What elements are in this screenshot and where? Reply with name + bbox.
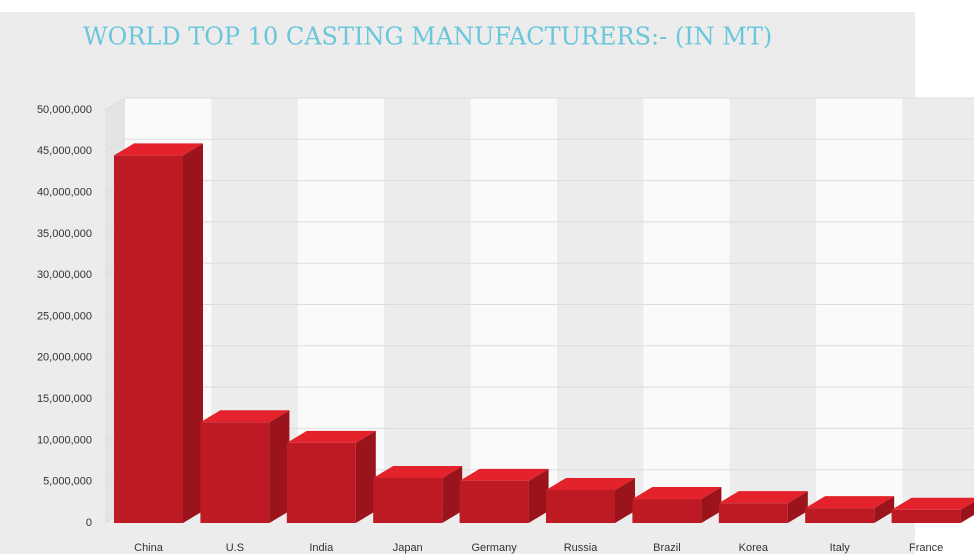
y-tick-label: 40,000,000 <box>37 187 92 199</box>
bar <box>286 430 376 523</box>
bar-side <box>528 468 549 523</box>
x-tick-label: Germany <box>471 542 517 554</box>
bar-front <box>805 508 875 523</box>
bar <box>546 477 635 523</box>
y-tick-label: 45,000,000 <box>37 145 92 157</box>
bar-side <box>442 465 463 523</box>
bar-side <box>183 143 203 523</box>
bar-top <box>632 487 722 500</box>
bar-top <box>805 496 895 509</box>
x-tick-label: U.S <box>226 542 244 554</box>
bar-top <box>373 465 463 478</box>
x-tick-label: India <box>309 542 334 554</box>
y-tick-label: 20,000,000 <box>37 352 92 364</box>
bar <box>718 491 808 523</box>
y-tick-label: 50,000,000 <box>37 104 92 116</box>
y-tick-label: 5,000,000 <box>43 476 92 488</box>
x-tick-label: Korea <box>739 542 769 554</box>
bar <box>373 465 463 523</box>
bar-side <box>355 430 376 523</box>
x-tick-label: Brazil <box>653 542 681 554</box>
bar-side <box>960 501 974 523</box>
bar-side <box>787 491 808 523</box>
y-tick-label: 35,000,000 <box>37 228 92 240</box>
bar-front <box>632 499 702 523</box>
bar-front <box>718 503 788 523</box>
bar-side <box>874 496 895 523</box>
bar-top <box>459 468 549 481</box>
bar-front <box>286 442 356 523</box>
bar-front <box>546 489 615 523</box>
bar-front <box>373 477 443 523</box>
x-tick-label: China <box>134 542 164 554</box>
bar-top <box>891 497 974 510</box>
y-tick-label: 15,000,000 <box>37 393 92 405</box>
bar <box>891 497 974 523</box>
bar-front <box>114 155 183 523</box>
x-tick-label: France <box>909 542 943 554</box>
bar <box>200 410 290 523</box>
y-tick-label: 0 <box>86 517 92 529</box>
bar <box>459 468 549 523</box>
bar-side <box>701 487 722 523</box>
bar <box>114 143 203 523</box>
bar <box>805 496 895 523</box>
bar-top <box>546 477 635 490</box>
x-tick-label: Russia <box>564 542 599 554</box>
bar-front <box>459 480 529 523</box>
x-tick-label: Italy <box>830 542 851 554</box>
chart-title: WORLD TOP 10 CASTING MANUFACTURERS:- (IN… <box>83 23 772 51</box>
x-tick-label: Japan <box>393 542 423 554</box>
bar-side <box>269 410 290 523</box>
y-tick-label: 30,000,000 <box>37 269 92 281</box>
bar <box>632 487 722 523</box>
bar-side <box>615 477 635 523</box>
y-tick-label: 25,000,000 <box>37 310 92 322</box>
bar-front <box>200 422 270 523</box>
y-tick-label: 10,000,000 <box>37 434 92 446</box>
grid-line <box>104 138 974 152</box>
bar-top <box>200 410 290 423</box>
grid-line <box>104 97 974 111</box>
bar-front <box>891 509 961 523</box>
bar-top <box>114 143 203 156</box>
bar-top <box>286 430 376 443</box>
bar-top <box>718 491 808 504</box>
